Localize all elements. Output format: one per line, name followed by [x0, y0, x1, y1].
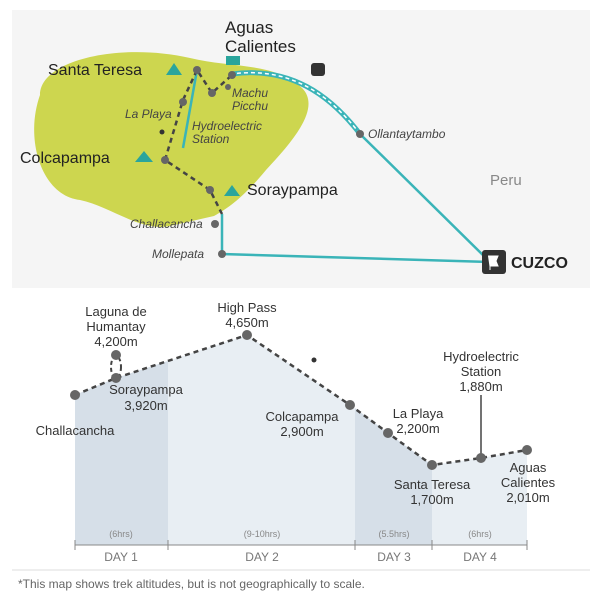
point-name: Calientes	[501, 475, 556, 490]
day-label: DAY 3	[377, 550, 411, 564]
point-name: Soraypampa	[109, 382, 183, 397]
point-name: Santa Teresa	[394, 477, 471, 492]
day-label: DAY 4	[463, 550, 497, 564]
place-label: Station	[192, 132, 230, 146]
tent-icon	[166, 63, 182, 75]
hiker-icon	[311, 357, 317, 363]
footnote: *This map shows trek altitudes, but is n…	[18, 577, 365, 591]
day-label: DAY 1	[104, 550, 138, 564]
point-name: Humantay	[86, 319, 146, 334]
place-label: Santa Teresa	[48, 62, 142, 79]
point-name: Station	[461, 364, 501, 379]
point-altitude: 3,920m	[124, 398, 167, 413]
place-label: CUZCO	[511, 255, 568, 272]
hotel-icon	[226, 56, 240, 65]
road	[181, 69, 199, 149]
place-label: Machu	[232, 86, 268, 100]
place-label: Aguas	[225, 18, 273, 37]
place-label: Soraypampa	[247, 182, 338, 199]
place-label: La Playa	[125, 107, 172, 121]
place-label: Ollantaytambo	[368, 127, 446, 141]
days: (6hrs) DAY 1 (9-10hrs) DAY 2 (5.5hrs) DA…	[104, 529, 497, 564]
place-label: Picchu	[232, 99, 268, 113]
day-hours: (6hrs)	[109, 529, 133, 539]
place-label: Colcapampa	[20, 150, 110, 167]
day-shade	[75, 361, 168, 545]
point-name: Challacancha	[36, 423, 116, 438]
day-shade	[355, 408, 432, 545]
profile-labels: Challacancha Soraypampa 3,920m Laguna de…	[36, 300, 556, 507]
point-name: Laguna de	[85, 304, 146, 319]
road	[359, 133, 491, 263]
place-label: Hydroelectric	[192, 119, 262, 133]
tent-icon	[224, 185, 240, 196]
hiker-icon	[159, 129, 165, 135]
day-hours: (6hrs)	[468, 529, 492, 539]
point-altitude: 4,650m	[225, 315, 268, 330]
point-name: Aguas	[510, 460, 547, 475]
nodes	[161, 66, 364, 258]
point-altitude: 4,200m	[94, 334, 137, 349]
point-name: High Pass	[217, 300, 277, 315]
place-label: Challacancha	[130, 217, 203, 231]
profile-line	[74, 333, 528, 467]
point-name: Hydroelectric	[443, 349, 519, 364]
rail	[231, 72, 361, 135]
point-altitude: 2,200m	[396, 421, 439, 436]
country-label: Peru	[490, 172, 522, 189]
point-name: Colcapampa	[266, 409, 340, 424]
day-hours: (9-10hrs)	[244, 529, 281, 539]
point-name: La Playa	[393, 406, 444, 421]
tent-icon	[135, 151, 153, 162]
place-label: Mollepata	[152, 247, 204, 261]
profile-nodes	[70, 330, 532, 470]
point-altitude: 2,900m	[280, 424, 323, 439]
day-ticks	[74, 540, 528, 550]
point-altitude: 1,880m	[459, 379, 502, 394]
point-altitude: 2,010m	[506, 490, 549, 505]
train-icon	[311, 63, 325, 76]
point-altitude: 1,700m	[410, 492, 453, 507]
day-label: DAY 2	[245, 550, 279, 564]
day-hours: (5.5hrs)	[378, 529, 409, 539]
place-label: Calientes	[225, 37, 296, 56]
flag	[488, 255, 499, 270]
